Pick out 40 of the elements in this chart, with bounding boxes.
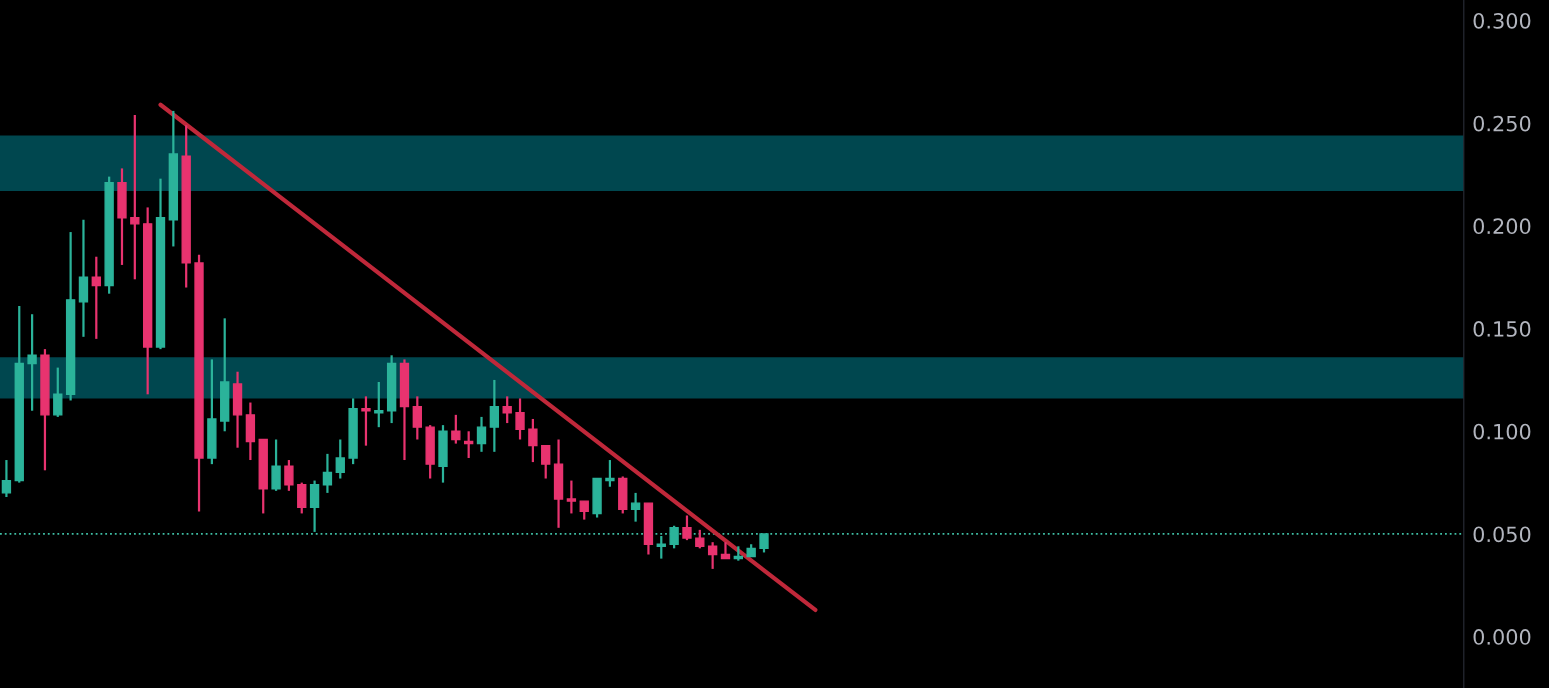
candlestick bbox=[682, 514, 692, 542]
candlestick bbox=[759, 532, 769, 554]
candlestick bbox=[669, 524, 679, 550]
candlestick bbox=[566, 479, 577, 515]
candlestick bbox=[630, 491, 641, 523]
y-tick-label: 0.150 bbox=[1473, 321, 1531, 337]
candlestick bbox=[374, 380, 384, 429]
candlestick bbox=[656, 534, 666, 560]
candlestick bbox=[720, 541, 731, 560]
candlestick bbox=[335, 438, 345, 480]
candlestick bbox=[541, 444, 551, 480]
candlestick bbox=[528, 417, 538, 464]
y-tick-label: 0.200 bbox=[1473, 218, 1531, 235]
candlestick bbox=[463, 430, 474, 460]
y-tick-label: 0.050 bbox=[1473, 526, 1531, 543]
candlestick bbox=[489, 378, 500, 453]
candlestick bbox=[579, 500, 589, 521]
candlestick bbox=[1, 458, 12, 499]
candlestick bbox=[361, 395, 371, 447]
candlestick bbox=[515, 397, 525, 441]
candlestick bbox=[476, 415, 487, 453]
candlestick bbox=[130, 113, 140, 281]
candlestick bbox=[412, 395, 422, 441]
candlestick bbox=[53, 366, 63, 419]
candlestick bbox=[605, 458, 615, 488]
candlestick bbox=[27, 313, 37, 412]
candlestick bbox=[322, 452, 333, 495]
y-tick-label: 0.300 bbox=[1473, 12, 1531, 29]
candlestick bbox=[502, 395, 512, 425]
y-tick-label: 0.250 bbox=[1473, 115, 1531, 132]
candlestick bbox=[284, 458, 294, 492]
candlestick bbox=[297, 481, 307, 515]
candlestick bbox=[91, 255, 101, 340]
candlestick bbox=[451, 413, 461, 445]
candlestick bbox=[707, 541, 718, 570]
candlestick bbox=[271, 438, 281, 492]
y-tick-label: 0.000 bbox=[1473, 629, 1531, 645]
y-tick-label: 0.100 bbox=[1473, 423, 1531, 440]
candlestick bbox=[309, 479, 320, 534]
candlestick bbox=[695, 528, 705, 550]
